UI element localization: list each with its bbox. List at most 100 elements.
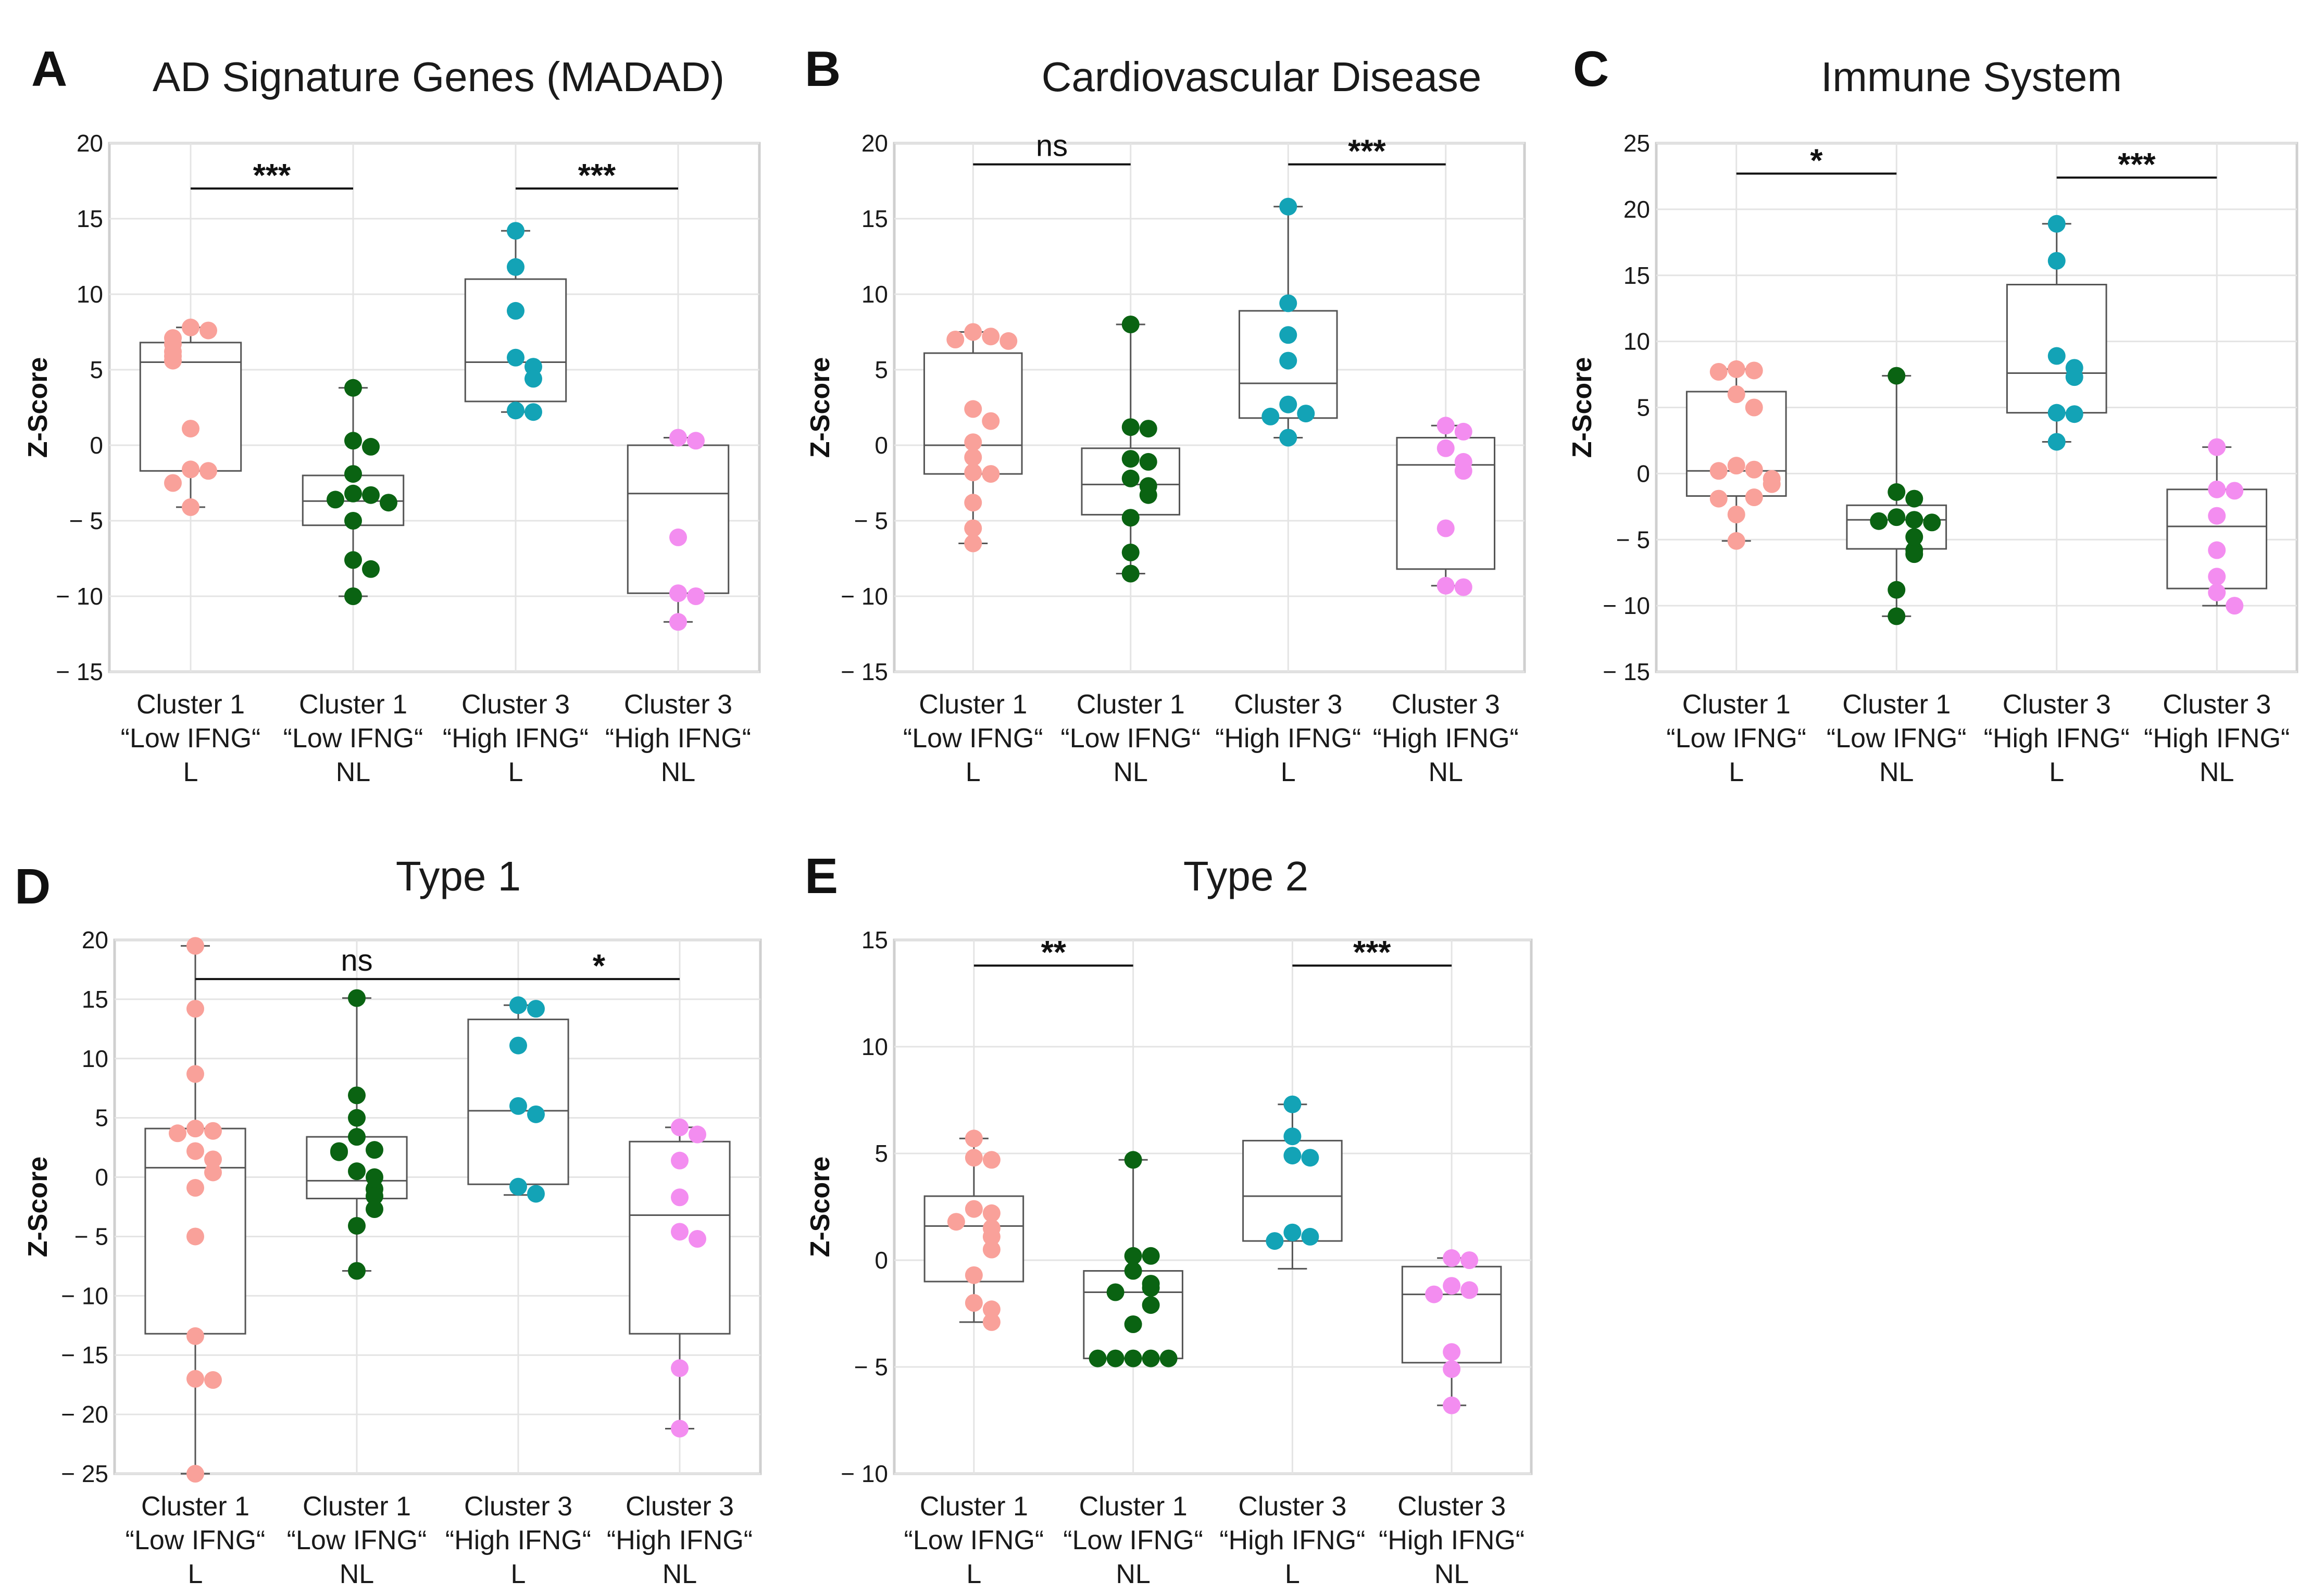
data-point — [982, 1240, 1001, 1259]
data-point — [1121, 316, 1140, 333]
x-tick-label: “High IFNG“ — [2144, 723, 2290, 754]
data-point — [1436, 439, 1455, 457]
y-tick-label: 0 — [874, 1247, 888, 1274]
box-group — [144, 937, 246, 1483]
data-point — [1460, 1251, 1479, 1269]
data-point — [1443, 1343, 1461, 1361]
box-group — [139, 318, 242, 516]
data-point — [186, 1065, 204, 1083]
data-point — [982, 1151, 1001, 1169]
box-iqr — [1396, 437, 1496, 570]
data-point — [1283, 1223, 1302, 1241]
data-point — [1279, 429, 1297, 447]
y-tick-label: 25 — [1623, 130, 1650, 157]
data-point — [1709, 462, 1728, 480]
data-point — [186, 1370, 204, 1388]
data-point — [2226, 482, 2244, 500]
significance-label: ** — [1041, 935, 1067, 971]
x-tick-label: Cluster 3 — [626, 1491, 734, 1522]
data-point — [348, 1086, 366, 1104]
y-tick-label: − 25 — [61, 1460, 108, 1487]
data-point — [1283, 1095, 1302, 1113]
x-tick-label: L — [1729, 757, 1744, 787]
box-group — [1238, 197, 1338, 447]
data-point — [186, 1227, 204, 1246]
data-point — [1301, 1149, 1319, 1167]
x-tick-label: “Low IFNG“ — [121, 723, 261, 754]
data-point — [965, 1200, 983, 1218]
data-point — [2208, 568, 2226, 586]
data-point — [2208, 541, 2226, 559]
data-point — [1121, 418, 1140, 436]
data-point — [1888, 607, 1906, 625]
box-iqr — [627, 444, 730, 594]
data-point — [1089, 1349, 1107, 1367]
data-point — [965, 1266, 983, 1284]
significance-label: * — [1810, 143, 1823, 179]
data-point — [524, 403, 542, 421]
data-point — [982, 1227, 1001, 1246]
y-tick-label: 0 — [874, 432, 888, 459]
data-point — [366, 1141, 383, 1159]
data-point — [1727, 532, 1745, 550]
data-point — [1709, 490, 1728, 508]
data-point — [1279, 197, 1297, 216]
data-point — [1142, 1296, 1160, 1314]
x-tick-label: L — [511, 1559, 526, 1589]
y-tick-label: 15 — [82, 986, 108, 1013]
data-point — [1888, 508, 1906, 526]
data-point — [509, 1097, 527, 1115]
box-group — [302, 379, 405, 605]
data-point — [204, 1122, 222, 1140]
significance-label: ns — [1036, 129, 1068, 163]
data-point — [1124, 1349, 1142, 1367]
y-axis-label: Z-Score — [805, 357, 835, 458]
x-tick-label: “High IFNG“ — [607, 1525, 753, 1555]
data-point — [1124, 1315, 1142, 1333]
data-point — [1261, 407, 1280, 425]
x-tick-label: Cluster 1 — [1077, 689, 1185, 720]
significance-label: ns — [341, 944, 372, 977]
y-tick-label: − 15 — [61, 1341, 108, 1369]
x-tick-label: NL — [1434, 1559, 1469, 1589]
y-tick-label: − 15 — [841, 658, 888, 685]
data-point — [186, 937, 204, 955]
data-point — [204, 1150, 222, 1169]
panel-letter: B — [805, 41, 841, 97]
y-tick-label: − 10 — [841, 1460, 888, 1487]
data-point — [964, 400, 982, 418]
x-tick-label: Cluster 1 — [299, 689, 407, 720]
box-group — [2006, 215, 2107, 451]
x-tick-label: “Low IFNG“ — [1060, 723, 1201, 754]
data-point — [344, 551, 362, 569]
y-tick-label: 20 — [82, 926, 108, 953]
x-tick-label: NL — [340, 1559, 374, 1589]
data-point — [182, 460, 199, 479]
y-tick-label: 20 — [861, 130, 888, 157]
data-point — [1888, 367, 1906, 385]
data-point — [507, 222, 524, 240]
y-tick-label: 15 — [77, 205, 103, 232]
data-point — [1436, 519, 1455, 537]
data-point — [380, 494, 397, 512]
x-tick-label: “High IFNG“ — [1219, 1525, 1365, 1555]
data-point — [344, 465, 362, 483]
y-tick-label: 10 — [861, 1033, 888, 1060]
data-point — [1283, 1147, 1302, 1165]
data-point — [1121, 450, 1140, 468]
data-point — [1905, 545, 1923, 563]
data-point — [1124, 1247, 1142, 1265]
data-point — [999, 332, 1018, 350]
data-point — [1454, 578, 1472, 596]
data-point — [2226, 597, 2244, 615]
y-tick-label: 10 — [82, 1045, 108, 1072]
data-point — [204, 1371, 222, 1389]
panel-title: Cardiovascular Disease — [1042, 54, 1482, 100]
data-point — [1745, 398, 1763, 417]
y-tick-label: − 5 — [69, 507, 103, 534]
data-point — [362, 560, 380, 578]
x-tick-label: Cluster 1 — [141, 1491, 249, 1522]
x-tick-label: “Low IFNG“ — [1827, 723, 1967, 754]
data-point — [1425, 1285, 1443, 1303]
data-point — [2208, 480, 2226, 498]
